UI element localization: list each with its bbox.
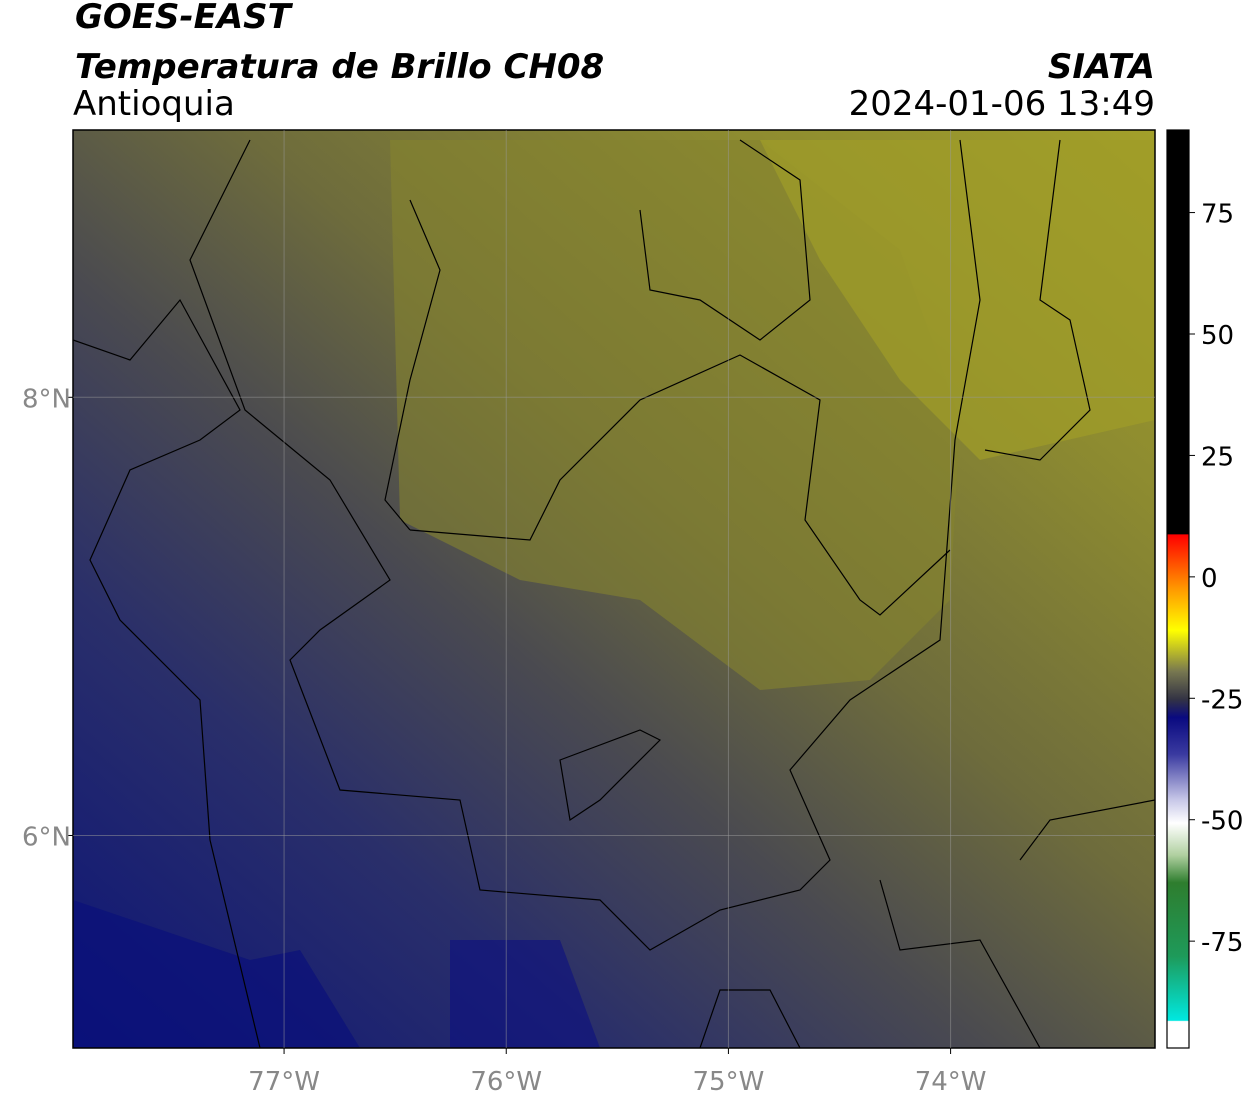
warm-region: [390, 140, 960, 690]
title: GOES-EAST: [75, 0, 294, 37]
lon-tick-label: 74°W: [915, 1067, 987, 1097]
colorbar: [1166, 129, 1190, 1049]
border: [409, 354, 951, 616]
colorbar-tick-label: -25: [1201, 685, 1243, 715]
map-image: [73, 130, 1155, 1048]
border: [984, 139, 1091, 461]
border: [189, 139, 981, 951]
colorbar-tick-label: 75: [1201, 200, 1234, 230]
cold-region: [450, 940, 600, 1048]
colorbar-tick-label: 50: [1201, 321, 1234, 351]
subtitle: Temperatura de Brillo CH08: [75, 47, 604, 87]
coastline: [73, 298, 261, 1048]
colorbar-tick-label: -50: [1201, 807, 1243, 837]
border: [699, 799, 1155, 1048]
region: Antioquia: [73, 84, 235, 124]
border: [639, 139, 811, 341]
warm-region: [760, 140, 1155, 460]
lat-tick-label: 8°N: [22, 384, 71, 414]
map-frame: [72, 129, 1156, 1049]
lat-tick-label: 6°N: [22, 822, 71, 852]
lon-tick-label: 76°W: [470, 1067, 542, 1097]
lon-tick-label: 75°W: [693, 1067, 765, 1097]
colorbar-tick-label: 25: [1201, 442, 1234, 472]
cold-region: [73, 900, 360, 1048]
source: SIATA: [1048, 47, 1155, 87]
lon-tick-label: 77°W: [248, 1067, 320, 1097]
colorbar-tick-label: -75: [1201, 928, 1243, 958]
border: [559, 729, 662, 822]
timestamp: 2024-01-06 13:49: [849, 84, 1155, 124]
colorbar-tick-label: 0: [1201, 564, 1218, 594]
border: [384, 199, 441, 531]
